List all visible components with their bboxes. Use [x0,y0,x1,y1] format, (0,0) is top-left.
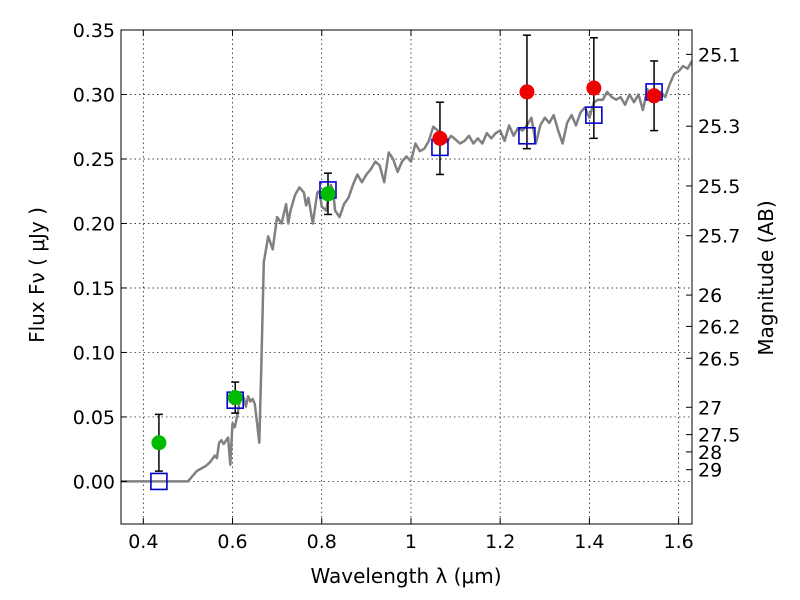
model-point-square [518,126,536,145]
observed-point [151,435,167,451]
x-tick-label: 1.4 [574,531,604,553]
right-tick-label: 29 [698,460,722,482]
observed-point [586,80,602,96]
y-tick-label: 0.25 [73,149,115,171]
right-tick-label: 25.7 [698,226,740,248]
plot-area [121,34,692,491]
right-tick-label: 26.2 [698,316,740,338]
x-tick-label: 0.8 [307,531,337,553]
observed-point [519,84,535,100]
y-tick-label: 0.35 [73,20,115,42]
observed-point [320,186,336,202]
x-axis-label: Wavelength λ (μm) [310,564,501,588]
right-tick-label: 27 [698,397,722,419]
right-tick-label: 25.3 [698,116,740,138]
right-tick-label: 28 [698,442,722,464]
y-tick-label: 0.00 [73,471,115,493]
observed-point [646,88,662,104]
y-axis-label: Flux Fν ( μJy ) [25,207,49,343]
model-point-square [585,106,603,124]
right-axis-label: Magnitude (AB) [754,200,778,355]
plot-frame [120,29,693,525]
observed-point [432,130,448,146]
x-tick-label: 1.6 [664,531,694,553]
x-tick-label: 1 [405,531,417,553]
right-tick-label: 25.5 [698,176,740,198]
spectrum-line [121,60,692,483]
x-tick-label: 0.4 [128,531,158,553]
model-point-square [150,472,168,491]
x-tick-label: 0.6 [217,531,247,553]
y-tick-label: 0.15 [73,278,115,300]
y-tick-label: 0.05 [73,407,115,429]
observed-point [227,390,243,406]
y-tick-label: 0.20 [73,213,115,235]
axis-ticks: 0.4 0.6 0.8 1 1.2 1.4 1.6 0.00 0.05 0.10 0.15 0.20 0… [73,20,741,553]
y-tick-label: 0.10 [73,342,115,364]
right-tick-label: 25.1 [698,44,740,66]
right-tick-label: 26.5 [698,348,740,370]
right-tick-label: 26 [698,285,722,307]
grid [121,29,692,524]
x-tick-label: 1.2 [485,531,515,553]
right-tick-label: 27.5 [698,425,740,447]
y-tick-label: 0.30 [73,84,115,106]
